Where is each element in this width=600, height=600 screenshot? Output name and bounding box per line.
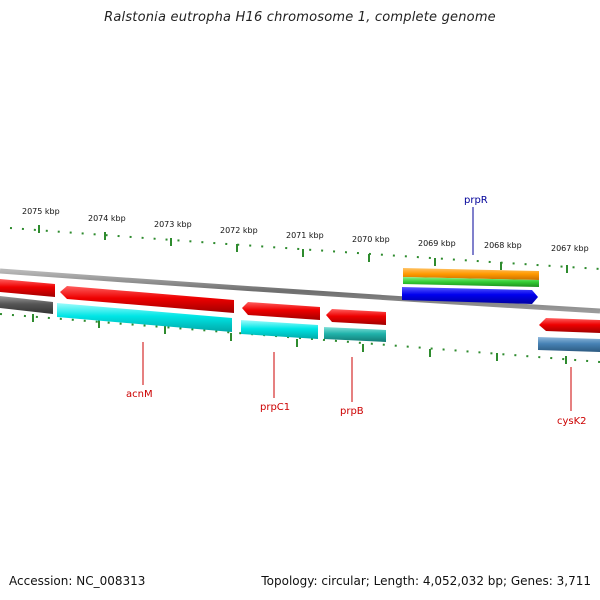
tick-label: 2074 kbp — [88, 214, 126, 223]
cds-feature[interactable] — [403, 277, 539, 287]
cds-feature-prpC1[interactable] — [242, 302, 320, 320]
lower-tick-track — [0, 313, 600, 363]
cds-feature[interactable] — [324, 327, 386, 342]
cds-feature[interactable] — [0, 296, 53, 314]
feature-track — [0, 268, 600, 352]
tick-label: 2068 kbp — [484, 241, 522, 250]
tick-label: 2070 kbp — [352, 235, 390, 244]
accession-text: Accession: NC_008313 — [9, 574, 146, 588]
gene-label-prpR: prpR — [464, 195, 488, 206]
gene-label-cysK2: cysK2 — [557, 416, 587, 427]
cds-feature[interactable] — [241, 320, 318, 339]
gene-label-leaders — [142, 207, 572, 411]
gene-label-prpC1: prpC1 — [260, 402, 290, 413]
upper-major-ticks — [38, 225, 568, 273]
tick-labels: 2075 kbp 2074 kbp 2073 kbp 2072 kbp 2071… — [22, 207, 589, 253]
map-title: Ralstonia eutropha H16 chromosome 1, com… — [104, 10, 496, 25]
genome-backbone — [0, 268, 600, 314]
gene-label-acnM: acnM — [126, 389, 153, 400]
tick-label: 2071 kbp — [286, 231, 324, 240]
tick-label: 2067 kbp — [551, 244, 589, 253]
cds-feature[interactable] — [57, 303, 232, 332]
cds-feature[interactable] — [538, 337, 600, 352]
lower-major-ticks — [32, 314, 567, 364]
cds-feature[interactable] — [403, 268, 539, 280]
gene-labels: acnM prpC1 prpB prpR cysK2 — [126, 195, 587, 427]
tick-label: 2069 kbp — [418, 239, 456, 248]
tick-label: 2075 kbp — [22, 207, 60, 216]
cds-feature-acnM[interactable] — [60, 286, 234, 313]
genome-summary-text: Topology: circular; Length: 4,052,032 bp… — [261, 574, 591, 588]
tick-label: 2072 kbp — [220, 226, 258, 235]
cds-feature-prpB[interactable] — [326, 309, 386, 325]
gene-label-prpB: prpB — [340, 406, 364, 417]
cds-feature-cysK2[interactable] — [539, 318, 600, 333]
cds-feature[interactable] — [0, 279, 55, 297]
tick-label: 2073 kbp — [154, 220, 192, 229]
cds-feature-prpR[interactable] — [402, 287, 538, 304]
